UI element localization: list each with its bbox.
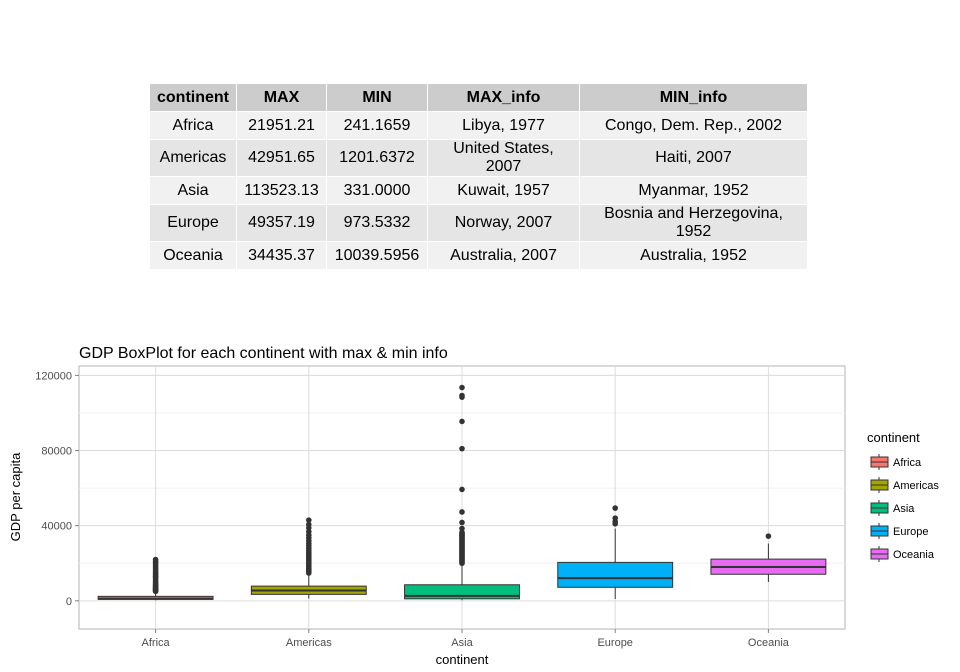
legend-label: Asia bbox=[893, 503, 915, 515]
table-cell: Norway, 2007 bbox=[428, 205, 579, 242]
box-africa bbox=[97, 556, 214, 601]
y-tick-label: 40000 bbox=[41, 521, 72, 533]
table-cell: 34435.37 bbox=[237, 242, 326, 270]
box-asia bbox=[404, 384, 520, 601]
y-tick-label: 0 bbox=[66, 596, 72, 608]
outlier-point bbox=[765, 533, 772, 539]
outlier-point bbox=[306, 517, 312, 523]
box-oceania bbox=[710, 533, 827, 582]
legend-label: Africa bbox=[893, 457, 922, 469]
x-tick-label: Oceania bbox=[748, 637, 790, 649]
outlier-point bbox=[459, 392, 465, 399]
table-row: Oceania 34435.37 10039.5956 Australia, 2… bbox=[150, 242, 807, 270]
outlier-point bbox=[459, 445, 465, 452]
y-tick-label: 120000 bbox=[35, 370, 72, 382]
outlier-point bbox=[459, 519, 465, 526]
outlier-point bbox=[459, 384, 465, 391]
x-axis-label: continent bbox=[436, 652, 489, 667]
table-header: continent bbox=[150, 84, 236, 112]
table-cell: Libya, 1977 bbox=[428, 112, 579, 140]
box-layer bbox=[97, 384, 827, 601]
x-tick-label: Africa bbox=[142, 637, 171, 649]
table-header: MIN bbox=[327, 84, 427, 112]
legend-item-asia: Asia bbox=[870, 500, 915, 516]
info-table: continent MAX MIN MAX_info MIN_info Afri… bbox=[149, 84, 808, 270]
x-axis: Africa Americas Asia Europe Oceania bbox=[142, 629, 790, 649]
table-cell: 42951.65 bbox=[237, 140, 326, 177]
table-cell: 973.5332 bbox=[327, 205, 427, 242]
outlier-point bbox=[306, 521, 312, 528]
table-header: MIN_info bbox=[580, 84, 807, 112]
table-cell: Congo, Dem. Rep., 2002 bbox=[580, 112, 807, 140]
table-cell: 21951.21 bbox=[237, 112, 326, 140]
gdp-boxplot-chart: GDP BoxPlot for each continent with max … bbox=[8, 345, 939, 667]
legend-item-oceania: Oceania bbox=[870, 546, 935, 562]
table-row: Americas 42951.65 1201.6372 United State… bbox=[150, 140, 807, 177]
table-cell: Australia, 2007 bbox=[428, 242, 579, 270]
table-cell: 49357.19 bbox=[237, 205, 326, 242]
chart-title: GDP BoxPlot for each continent with max … bbox=[79, 345, 448, 362]
table-cell: Bosnia and Herzegovina, 1952 bbox=[580, 205, 807, 242]
table-header: MAX bbox=[237, 84, 326, 112]
legend-title: continent bbox=[867, 430, 920, 445]
legend-item-europe: Europe bbox=[870, 523, 928, 539]
box-europe bbox=[557, 505, 674, 599]
table-row: Asia 113523.13 331.0000 Kuwait, 1957 Mya… bbox=[150, 177, 807, 205]
table-cell: Kuwait, 1957 bbox=[428, 177, 579, 205]
table-row: Europe 49357.19 973.5332 Norway, 2007 Bo… bbox=[150, 205, 807, 242]
legend-label: Europe bbox=[893, 526, 928, 538]
outlier-point bbox=[459, 509, 465, 515]
table-cell: 1201.6372 bbox=[327, 140, 427, 177]
table-cell: 241.1659 bbox=[327, 112, 427, 140]
table-cell: Asia bbox=[150, 177, 236, 205]
outlier-point bbox=[152, 556, 159, 563]
legend: continent Africa Americas Asia Europe Oceani… bbox=[867, 430, 939, 562]
legend-item-africa: Africa bbox=[870, 454, 922, 470]
box-americas bbox=[250, 517, 367, 599]
table-cell: Americas bbox=[150, 140, 236, 177]
outlier-point bbox=[459, 525, 465, 532]
y-axis-label: GDP per capita bbox=[8, 452, 23, 541]
table-cell: Oceania bbox=[150, 242, 236, 270]
table-cell: United States, 2007 bbox=[428, 140, 579, 177]
legend-label: Americas bbox=[893, 480, 939, 492]
outlier-point bbox=[459, 486, 465, 493]
table-cell: Europe bbox=[150, 205, 236, 242]
table-cell: 331.0000 bbox=[327, 177, 427, 205]
y-tick-label: 80000 bbox=[41, 446, 72, 458]
x-tick-label: Asia bbox=[451, 637, 473, 649]
table-header: MAX_info bbox=[428, 84, 579, 112]
legend-item-americas: Americas bbox=[870, 477, 939, 493]
outlier-point bbox=[612, 505, 618, 511]
outlier-point bbox=[612, 515, 618, 521]
box-body bbox=[557, 561, 674, 588]
table-cell: 10039.5956 bbox=[327, 242, 427, 270]
outlier-point bbox=[459, 418, 465, 425]
table-cell: Haiti, 2007 bbox=[580, 140, 807, 177]
y-axis: 0 40000 80000 120000 bbox=[35, 370, 79, 608]
table-cell: Africa bbox=[150, 112, 236, 140]
table-row: Africa 21951.21 241.1659 Libya, 1977 Con… bbox=[150, 112, 807, 140]
table-cell: Myanmar, 1952 bbox=[580, 177, 807, 205]
x-tick-label: Americas bbox=[286, 637, 332, 649]
table-header-row: continent MAX MIN MAX_info MIN_info bbox=[150, 84, 807, 112]
table-cell: 113523.13 bbox=[237, 177, 326, 205]
table-cell: Australia, 1952 bbox=[580, 242, 807, 270]
x-tick-label: Europe bbox=[597, 637, 632, 649]
legend-label: Oceania bbox=[893, 549, 935, 561]
